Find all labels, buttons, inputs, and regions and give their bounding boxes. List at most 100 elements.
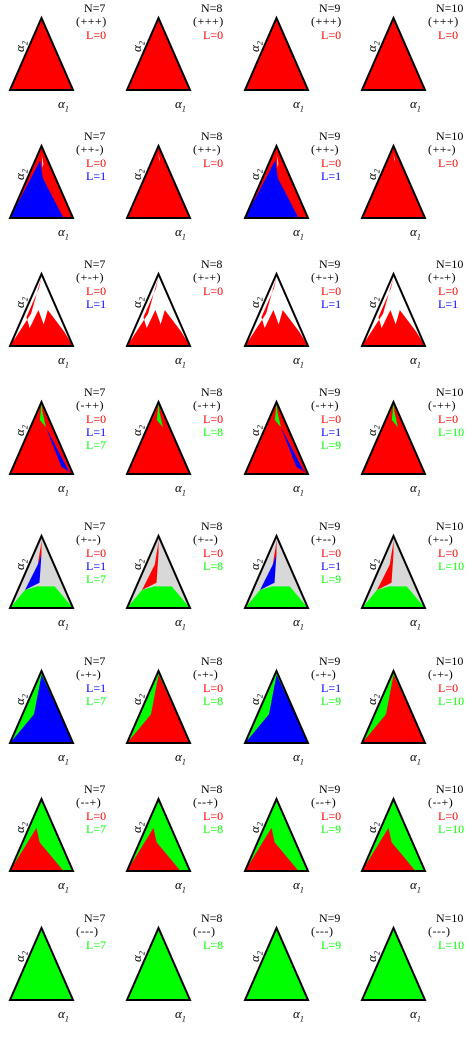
- x-axis-label: α1: [293, 1006, 304, 1024]
- triangle-outline: [8, 15, 75, 91]
- phase-region: [127, 277, 190, 346]
- l-label: L=0: [86, 28, 107, 42]
- phase-triangle: [8, 925, 75, 1001]
- triangle-outline: [8, 399, 75, 475]
- phase-triangle: [125, 796, 192, 872]
- l-label: L=1: [86, 681, 107, 695]
- phase-region: [127, 928, 190, 1000]
- phase-triangle: [125, 15, 192, 91]
- x-axis-label: α1: [58, 96, 69, 114]
- x-axis-label: α1: [175, 614, 186, 632]
- l-label: L=0: [438, 156, 459, 170]
- phase-region: [127, 18, 190, 90]
- phase-region: [260, 554, 277, 590]
- phase-region: [10, 671, 42, 743]
- phase-triangle: [360, 399, 427, 475]
- phase-region: [10, 586, 73, 608]
- x-axis-label: α1: [410, 877, 421, 895]
- n-label: N=8: [201, 911, 223, 925]
- triangle-outline: [8, 668, 75, 744]
- y-axis-label: α2: [129, 559, 147, 570]
- l-label: L=0: [203, 412, 224, 426]
- x-axis-label: α1: [175, 749, 186, 767]
- phase-region: [158, 153, 160, 162]
- l-label: L=0: [321, 809, 342, 823]
- l-label: L=0: [86, 546, 107, 560]
- n-label: N=7: [84, 782, 106, 796]
- phase-region: [362, 827, 416, 871]
- phase-panel: N=8 (++-) L=0 α1 α2: [123, 130, 240, 258]
- l-label: L=0: [321, 412, 342, 426]
- phase-panel: N=8 (-++) L=0 L=8 α1 α2: [123, 386, 240, 514]
- sign-label: (-+-): [311, 667, 337, 681]
- triangle-outline: [125, 271, 192, 347]
- phase-panel: N=9 (---) L=9 α1 α2: [241, 912, 358, 1040]
- l-label: L=0: [86, 412, 107, 426]
- y-axis-label: α2: [364, 425, 382, 436]
- l-label: L=0: [321, 284, 342, 298]
- phase-panel: N=7 (++-) L=0 L=1 α1 α2: [6, 130, 123, 258]
- x-axis-label: α1: [175, 1006, 186, 1024]
- l-label: L=1: [321, 169, 342, 183]
- y-axis-label: α2: [12, 951, 30, 962]
- x-axis-label: α1: [175, 96, 186, 114]
- l-label: L=10: [438, 694, 465, 708]
- sign-label: (+++): [311, 14, 342, 28]
- phase-region: [362, 277, 425, 346]
- phase-triangle: [125, 143, 192, 219]
- y-axis-label: α2: [129, 425, 147, 436]
- phase-triangle: [125, 399, 192, 475]
- phase-triangle: [243, 668, 310, 744]
- triangle-outline: [360, 533, 427, 609]
- phase-region: [245, 586, 308, 608]
- phase-triangle: [125, 271, 192, 347]
- y-axis-label: α2: [12, 559, 30, 570]
- sign-label: (-++): [193, 398, 222, 412]
- l-label: L=8: [203, 425, 224, 439]
- l-label: L=0: [86, 284, 107, 298]
- triangle-outline: [8, 925, 75, 1001]
- sign-label: (+++): [428, 14, 459, 28]
- y-axis-label: α2: [12, 41, 30, 52]
- n-label: N=7: [84, 519, 106, 533]
- phase-region: [362, 586, 425, 608]
- phase-triangle: [243, 399, 310, 475]
- sign-label: (+--): [311, 532, 337, 546]
- n-label: N=7: [84, 911, 106, 925]
- n-label: N=10: [436, 654, 464, 668]
- phase-triangle: [8, 271, 75, 347]
- phase-triangle: [243, 533, 310, 609]
- sign-label: (--+): [76, 795, 102, 809]
- l-label: L=0: [438, 28, 459, 42]
- phase-region: [127, 827, 181, 871]
- sign-label: (-+-): [76, 667, 102, 681]
- n-label: N=10: [436, 911, 464, 925]
- phase-region: [245, 277, 308, 346]
- n-label: N=9: [319, 911, 341, 925]
- phase-triangle: [8, 796, 75, 872]
- n-label: N=9: [319, 129, 341, 143]
- phase-panel: N=10 (--+) L=0 L=10 α1 α2: [358, 783, 469, 911]
- triangle-outline: [8, 143, 75, 219]
- n-label: N=8: [201, 129, 223, 143]
- n-label: N=7: [84, 654, 106, 668]
- sign-label: (---): [76, 924, 99, 938]
- triangle-outline: [243, 271, 310, 347]
- y-axis-label: α2: [364, 169, 382, 180]
- triangle-outline: [125, 143, 192, 219]
- l-label: L=8: [203, 822, 224, 836]
- n-label: N=10: [436, 129, 464, 143]
- y-axis-label: α2: [12, 425, 30, 436]
- n-label: N=9: [319, 654, 341, 668]
- l-label: L=9: [321, 572, 342, 586]
- l-label: L=9: [321, 694, 342, 708]
- triangle-outline: [125, 15, 192, 91]
- phase-region: [127, 146, 190, 218]
- l-label: L=10: [438, 822, 465, 836]
- l-label: L=1: [86, 169, 107, 183]
- y-axis-label: α2: [129, 951, 147, 962]
- l-label: L=10: [438, 559, 465, 573]
- n-label: N=9: [319, 782, 341, 796]
- triangle-outline: [243, 15, 310, 91]
